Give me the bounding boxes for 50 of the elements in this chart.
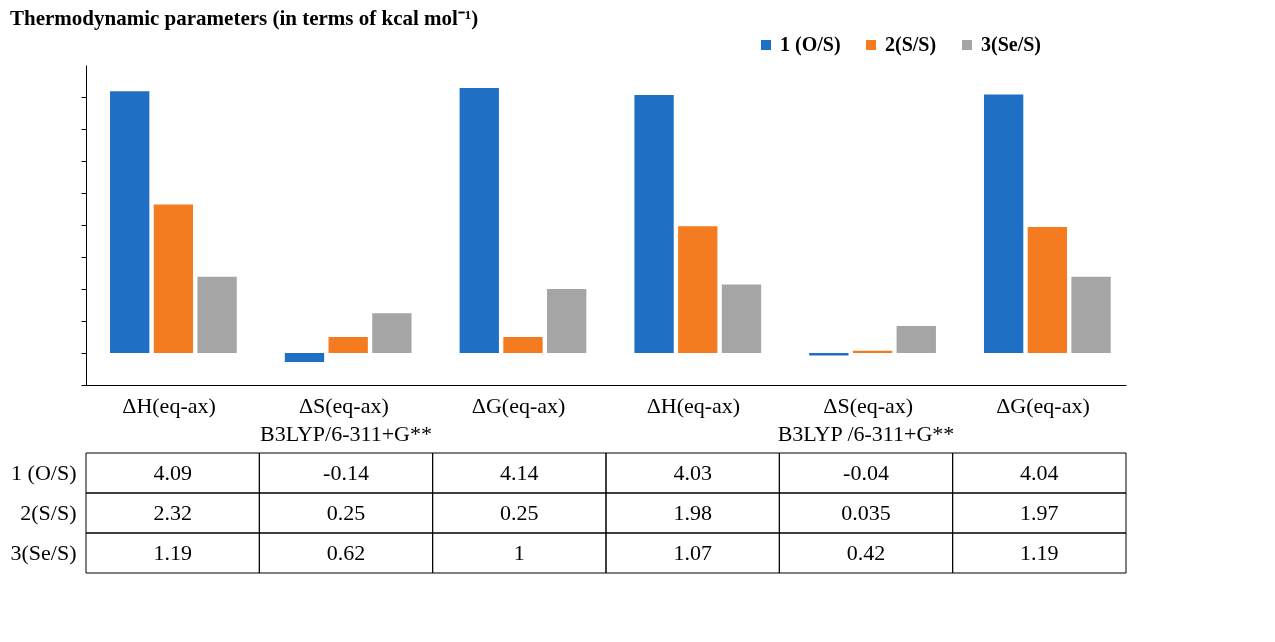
legend-label: 1 (O/S) <box>780 33 841 56</box>
bar <box>678 226 718 353</box>
data-label: 2.32 <box>153 500 192 525</box>
text: 1 (O/S) <box>11 460 77 485</box>
bar <box>547 289 587 353</box>
data-label: 4.14 <box>500 460 539 485</box>
legend-label: 2(S/S) <box>885 33 937 56</box>
bar <box>1071 276 1111 353</box>
bar <box>459 88 499 353</box>
bar <box>809 353 849 356</box>
legend-label: 3(Se/S) <box>981 33 1041 56</box>
x-tick-label: ΔG(eq-ax) <box>471 392 566 418</box>
bar <box>896 326 936 353</box>
data-label: 1.97 <box>1020 500 1059 525</box>
bar <box>983 94 1024 353</box>
data-label: -0.14 <box>323 460 369 485</box>
data-label: -0.04 <box>843 460 889 485</box>
x-tick-label: ΔH(eq-ax) <box>646 392 741 418</box>
bar <box>153 204 194 353</box>
bar <box>721 284 762 353</box>
data-label: 4.03 <box>673 460 712 485</box>
bar <box>634 95 674 353</box>
bar <box>503 337 543 353</box>
text: B3LYP /6-311+G** <box>777 421 955 446</box>
data-label: 0.62 <box>326 540 366 565</box>
x-tick-label: ΔS(eq-ax) <box>298 392 389 418</box>
chart-title: Thermodynamic parameters (in terms of kcal mol⁻¹) <box>10 6 479 30</box>
text: B3LYP/6-311+G** <box>260 421 432 446</box>
data-label: 4.04 <box>1020 460 1059 485</box>
data-label: 0.25 <box>326 500 366 525</box>
data-label: 0.42 <box>846 540 886 565</box>
bar <box>197 276 237 353</box>
text: 3(Se/S) <box>10 540 77 565</box>
bar <box>328 337 368 353</box>
text: 2(S/S) <box>20 500 77 525</box>
data-label: 1.98 <box>673 500 712 525</box>
bar <box>284 353 325 362</box>
bar <box>110 91 150 353</box>
bar <box>1027 226 1068 353</box>
data-label: 1.19 <box>153 540 192 565</box>
data-label: 1.07 <box>673 540 712 565</box>
x-tick-label: ΔH(eq-ax) <box>122 392 216 418</box>
data-label: 0.035 <box>841 500 891 525</box>
bar <box>372 313 412 353</box>
data-label: 4.09 <box>153 460 192 485</box>
data-label: 1 <box>513 540 525 565</box>
data-label: 1.19 <box>1020 540 1059 565</box>
x-tick-label: ΔS(eq-ax) <box>823 392 914 418</box>
x-tick-label: ΔG(eq-ax) <box>996 392 1090 418</box>
data-label: 0.25 <box>500 500 539 525</box>
